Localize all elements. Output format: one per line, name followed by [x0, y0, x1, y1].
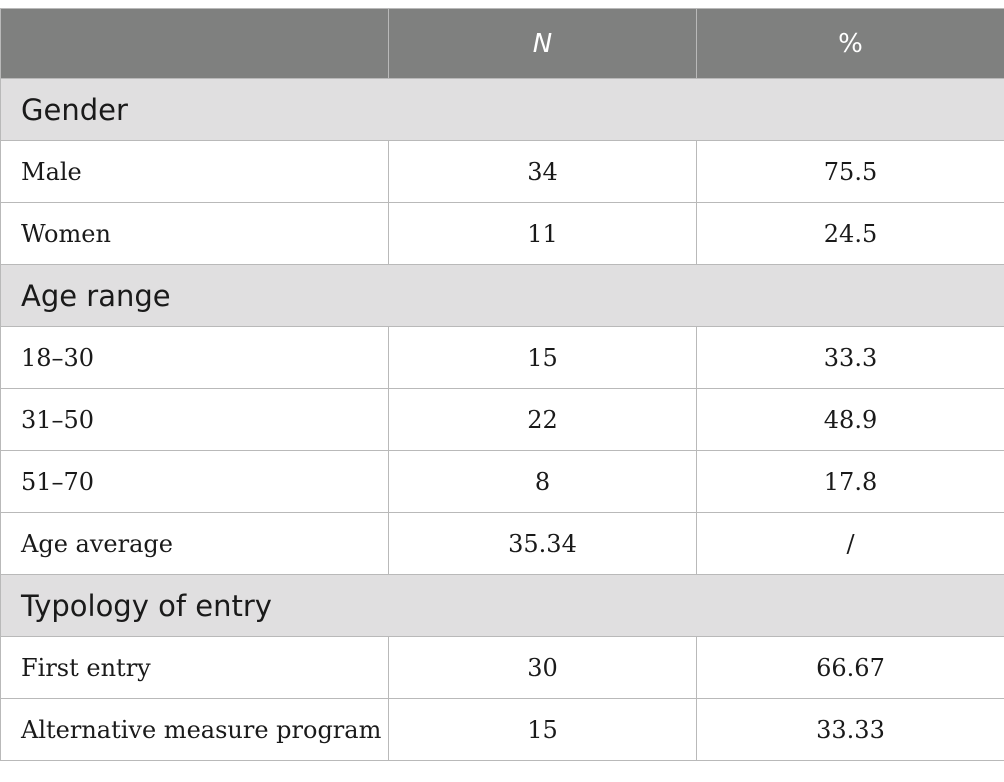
row-label: 51–70	[0, 450, 389, 513]
row-label: First entry	[0, 636, 389, 699]
table-row: 31–50 22 48.9	[0, 388, 1004, 451]
section-title: Typology of entry	[0, 574, 1004, 637]
row-label: Age average	[0, 512, 389, 575]
row-percent: 33.3	[696, 326, 1004, 389]
table-row: Alternative measure program 15 33.33	[0, 698, 1004, 761]
table-header-row: N %	[0, 8, 1004, 79]
row-percent: 75.5	[696, 140, 1004, 203]
row-label: 31–50	[0, 388, 389, 451]
table-row: Age average 35.34 /	[0, 512, 1004, 575]
row-label: Alternative measure program	[0, 698, 389, 761]
section-gender: Gender	[0, 78, 1004, 141]
section-title: Age range	[0, 264, 1004, 327]
row-n: 8	[388, 450, 697, 513]
section-title: Gender	[0, 78, 1004, 141]
table-row: 51–70 8 17.8	[0, 450, 1004, 513]
row-n: 22	[388, 388, 697, 451]
header-label-cell	[0, 8, 389, 79]
row-n: 34	[388, 140, 697, 203]
demographics-table: N % Gender Male 34 75.5 Women 11 24.5 Ag…	[0, 8, 1004, 761]
row-percent: 48.9	[696, 388, 1004, 451]
row-percent: 66.67	[696, 636, 1004, 699]
header-n: N	[388, 8, 697, 79]
table-row: First entry 30 66.67	[0, 636, 1004, 699]
row-n: 15	[388, 698, 697, 761]
row-n: 30	[388, 636, 697, 699]
row-n: 11	[388, 202, 697, 265]
table-row: Male 34 75.5	[0, 140, 1004, 203]
table-row: 18–30 15 33.3	[0, 326, 1004, 389]
section-typology-of-entry: Typology of entry	[0, 574, 1004, 637]
row-label: Women	[0, 202, 389, 265]
row-percent: 33.33	[696, 698, 1004, 761]
table-row: Women 11 24.5	[0, 202, 1004, 265]
row-percent: /	[696, 512, 1004, 575]
row-n: 35.34	[388, 512, 697, 575]
row-percent: 24.5	[696, 202, 1004, 265]
section-age-range: Age range	[0, 264, 1004, 327]
header-percent: %	[696, 8, 1004, 79]
row-n: 15	[388, 326, 697, 389]
row-label: 18–30	[0, 326, 389, 389]
row-percent: 17.8	[696, 450, 1004, 513]
row-label: Male	[0, 140, 389, 203]
